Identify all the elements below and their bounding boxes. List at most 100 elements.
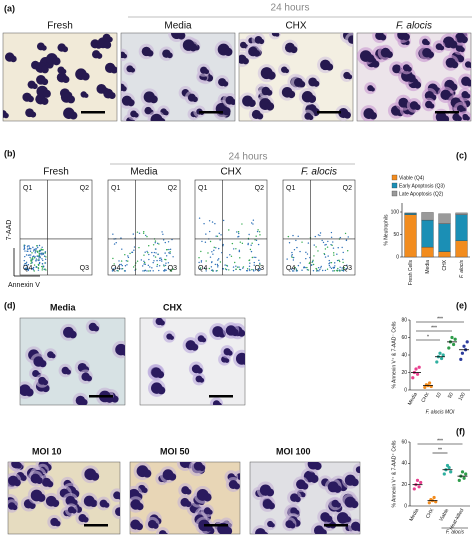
event-dot	[238, 232, 240, 235]
event-dot	[26, 267, 28, 269]
event-dot	[224, 268, 227, 270]
nucleus	[27, 95, 34, 103]
nucleus	[284, 68, 290, 74]
nucleus	[168, 473, 177, 481]
event-dot	[34, 252, 36, 254]
nucleus	[41, 45, 47, 51]
flow-plot	[282, 179, 356, 276]
event-dot	[305, 251, 307, 254]
nucleus	[185, 488, 192, 495]
event-dot	[242, 266, 245, 268]
event-dot	[239, 241, 242, 243]
x-tick-label: 100	[458, 391, 467, 401]
event-dot	[33, 250, 35, 252]
event-dot	[295, 270, 298, 272]
nucleus	[355, 466, 360, 474]
bar-segment	[438, 251, 451, 258]
event-dot	[306, 253, 309, 255]
event-dot	[38, 262, 41, 265]
nucleus	[20, 475, 27, 481]
event-dot	[136, 231, 139, 233]
event-dot	[294, 266, 296, 269]
event-dot	[235, 265, 237, 267]
event-dot	[151, 251, 153, 254]
event-dot	[220, 234, 222, 236]
event-dot	[27, 245, 29, 247]
event-dot	[341, 267, 343, 269]
event-dot	[120, 260, 123, 262]
event-dot	[120, 237, 122, 239]
event-dot	[25, 268, 27, 271]
event-dot	[312, 259, 314, 262]
quadrant-label: Q4	[23, 265, 32, 272]
nucleus	[275, 33, 280, 37]
event-dot	[327, 255, 329, 257]
event-dot	[248, 259, 250, 262]
nucleus	[325, 63, 334, 71]
event-dot	[167, 267, 170, 270]
event-dot	[307, 269, 310, 271]
y-tick-label: 100	[391, 209, 400, 215]
event-dot	[164, 252, 166, 254]
event-dot	[326, 246, 329, 248]
event-dot	[148, 253, 150, 256]
nucleus	[32, 83, 38, 90]
cells	[147, 318, 245, 405]
nucleus	[46, 480, 54, 488]
event-dot	[305, 257, 307, 260]
event-dot	[121, 268, 123, 270]
event-dot	[247, 242, 249, 245]
nucleus	[3, 112, 9, 119]
event-dot	[336, 253, 338, 255]
event-dot	[164, 264, 167, 267]
event-dot	[319, 232, 322, 234]
event-dot	[31, 259, 33, 261]
data-point	[465, 340, 469, 344]
event-dot	[253, 270, 255, 272]
quadrant-label: Q4	[198, 265, 207, 272]
event-dot	[25, 254, 28, 256]
event-dot	[160, 258, 163, 261]
event-dot	[33, 248, 35, 251]
nucleus	[406, 66, 412, 72]
nucleus	[202, 75, 208, 81]
event-dot	[23, 259, 25, 262]
event-dot	[226, 256, 228, 259]
nucleus	[15, 462, 22, 469]
event-dot	[149, 266, 151, 268]
data-point	[447, 346, 451, 350]
quadrant-label: Q1	[111, 185, 120, 192]
event-dot	[208, 267, 211, 270]
event-dot	[152, 261, 154, 264]
scale-bar	[84, 524, 108, 527]
event-dot	[217, 259, 219, 261]
event-dot	[288, 242, 291, 244]
event-dot	[251, 268, 253, 271]
bar-segment	[438, 223, 451, 252]
event-dot	[125, 260, 128, 262]
nucleus	[110, 66, 117, 74]
event-dot	[230, 255, 233, 258]
event-dot	[119, 263, 121, 266]
event-dot	[286, 258, 288, 260]
event-dot	[317, 234, 320, 236]
nucleus	[103, 502, 110, 508]
event-dot	[259, 264, 261, 266]
data-point	[462, 344, 466, 348]
bar-segment	[455, 212, 468, 215]
event-dot	[35, 249, 37, 251]
event-dot	[313, 255, 315, 257]
event-dot	[290, 268, 293, 270]
nucleus	[198, 464, 206, 472]
nucleus	[350, 500, 359, 509]
x-tick-label: Heat-killed	[448, 507, 465, 531]
event-dot	[299, 250, 301, 253]
event-dot	[222, 219, 225, 222]
event-dot	[257, 267, 260, 270]
event-dot	[27, 248, 29, 250]
nucleus	[256, 113, 264, 120]
event-dot	[250, 222, 253, 224]
event-dot	[347, 250, 349, 252]
image-title: MOI 50	[160, 446, 190, 456]
group-label: 24 hours	[229, 152, 268, 163]
